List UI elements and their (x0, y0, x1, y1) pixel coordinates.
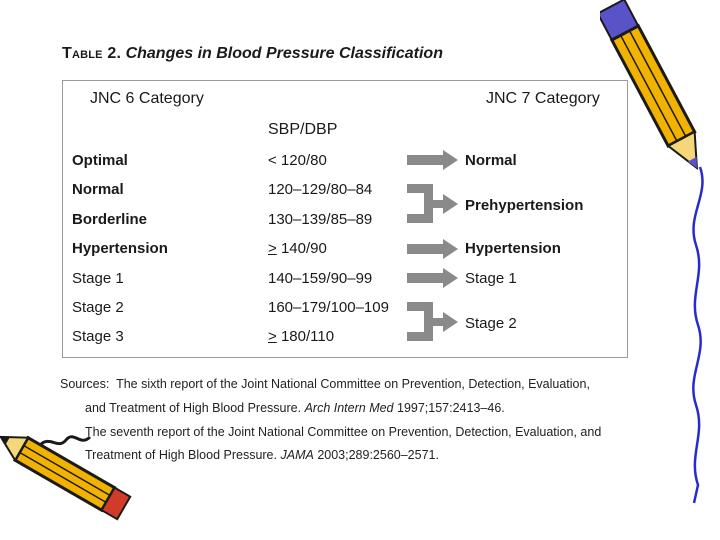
jnc6-category-borderline: Borderline (72, 211, 148, 228)
jnc6-category-hypertension: Hypertension (72, 240, 168, 257)
jnc7-category-stage-2: Stage 2 (465, 315, 517, 332)
source-jnc7-journal: JAMA (280, 448, 314, 462)
source-jnc7-citation: 2003;289:2560–2571. (317, 448, 439, 462)
jnc6-category-stage-2: Stage 2 (72, 299, 124, 316)
source-jnc6-title: and Treatment of High Blood Pressure. (85, 401, 302, 415)
range-hypertension: > 140/90 (268, 240, 327, 257)
range-stage-1: 140–159/90–99 (268, 270, 373, 287)
jnc6-category-stage-1: Stage 1 (72, 270, 124, 287)
sources-line-4: Treatment of High Blood Pressure. JAMA 2… (85, 448, 439, 462)
range-borderline: 130–139/85–89 (268, 211, 373, 228)
range-prefix: > (268, 328, 277, 345)
source-jnc6-citation: 1997;157:2413–46. (397, 401, 505, 415)
range-prefix: > (268, 240, 277, 257)
header-sbp-dbp: SBP/DBP (268, 121, 338, 138)
pencil-clipart-bottom-left (0, 435, 132, 521)
sources-line-3: The seventh report of the Joint National… (85, 425, 602, 439)
jnc6-category-normal: Normal (72, 181, 124, 198)
table-caption: Changes in Blood Pressure Classification (125, 45, 443, 62)
range-optimal: < 120/80 (268, 152, 327, 169)
jnc7-category-stage-1: Stage 1 (465, 270, 517, 287)
header-jnc7-category: JNC 7 Category (486, 90, 600, 107)
range-value: 180/110 (280, 328, 335, 345)
jnc7-category-prehypertension: Prehypertension (465, 197, 584, 214)
sources-label: Sources: (60, 377, 110, 391)
sources-line-1: Sources: The sixth report of the Joint N… (60, 377, 590, 391)
range-normal: 120–129/80–84 (268, 181, 373, 198)
range-stage-3: > 180/110 (268, 328, 334, 345)
scribble-decoration (692, 166, 704, 504)
source-jnc6-journal: Arch Intern Med (304, 401, 394, 415)
sources-line-2: and Treatment of High Blood Pressure. Ar… (85, 401, 505, 415)
pencil-clipart-top-right (600, 0, 699, 171)
header-jnc6-category: JNC 6 Category (90, 90, 204, 107)
table-title: Table 2. Changes in Blood Pressure Class… (62, 45, 443, 63)
table-frame (62, 80, 628, 358)
source-jnc6-text: The sixth report of the Joint National C… (116, 377, 590, 391)
jnc7-category-normal: Normal (465, 152, 517, 169)
range-stage-2: 160–179/100–109 (268, 299, 389, 316)
jnc7-category-hypertension: Hypertension (465, 240, 561, 257)
range-value: 140/90 (280, 240, 327, 257)
source-jnc7-title: Treatment of High Blood Pressure. (85, 448, 277, 462)
jnc6-category-optimal: Optimal (72, 152, 128, 169)
jnc6-category-stage-3: Stage 3 (72, 328, 124, 345)
table-number: Table 2. (62, 45, 122, 62)
